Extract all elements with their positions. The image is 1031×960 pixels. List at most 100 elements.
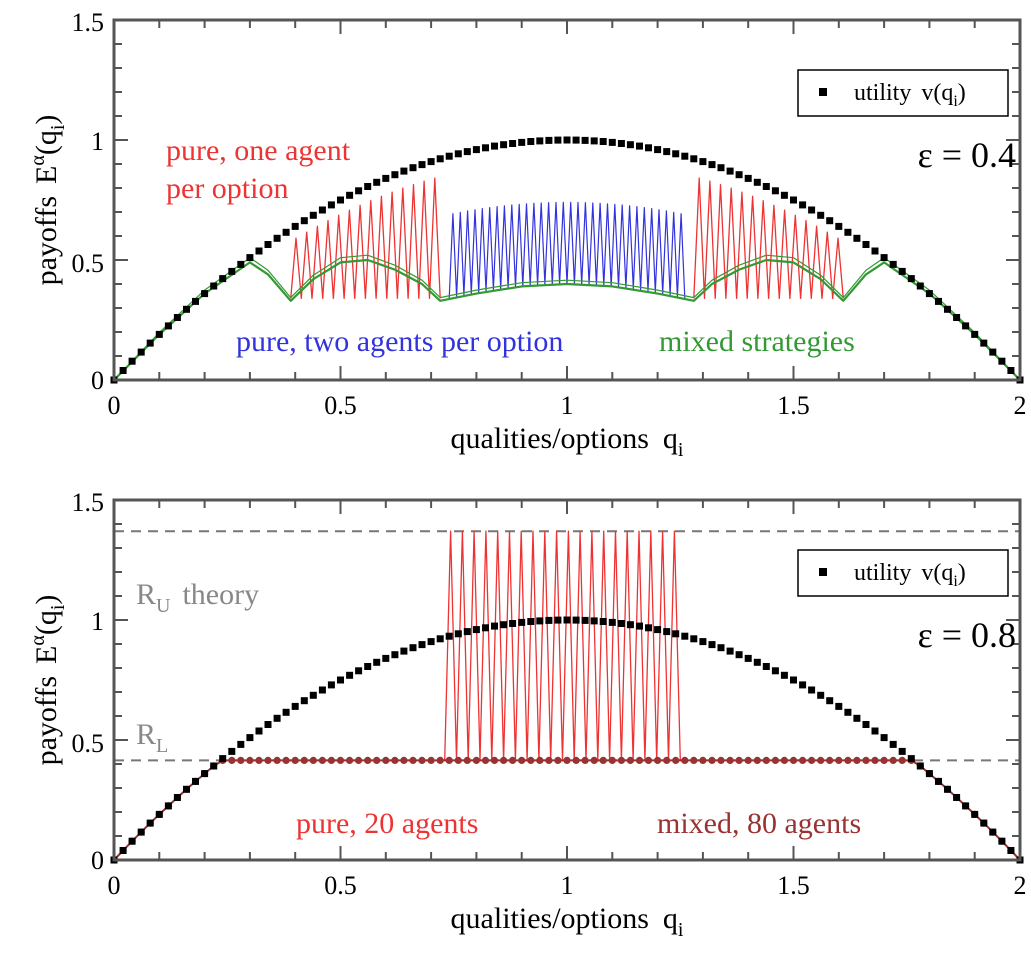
- top-utility-point-81: [844, 228, 852, 236]
- bottom-utility-point-16: [255, 727, 263, 735]
- bottom-utility-point-79: [826, 697, 834, 705]
- top-ytick-2: 1: [91, 127, 104, 156]
- bottom-mixed-point-39: [463, 756, 471, 765]
- bottom-mixed-point-40: [472, 756, 480, 765]
- bottom-utility-point-82: [853, 714, 861, 722]
- bottom-mixed-point-61: [663, 756, 671, 765]
- bottom-mixed-point-41: [481, 756, 490, 765]
- bottom-mixed-point-33: [409, 756, 417, 765]
- bottom-utility-point-56: [617, 620, 625, 627]
- top-utility-point-55: [608, 138, 616, 146]
- bottom-mixed-point-15: [246, 756, 254, 765]
- bottom-mixed-point-45: [518, 756, 526, 765]
- top-utility-point-83: [862, 241, 870, 248]
- bottom-legend-label: utility v(qi): [854, 560, 966, 590]
- bottom-mixed-point-26: [346, 756, 354, 765]
- bottom-utility-point-67: [717, 644, 725, 652]
- top-utility-point-37: [445, 152, 453, 160]
- top-utility-point-20: [291, 222, 299, 230]
- bottom-utility-point-10: [201, 770, 209, 778]
- bottom-mixed-point-23: [318, 756, 326, 765]
- top-utility-point-51: [572, 136, 580, 144]
- bottom-utility-point-64: [690, 635, 698, 643]
- top-utility-point-44: [509, 140, 517, 147]
- bottom-utility-point-4: [146, 819, 154, 827]
- top-utility-point-95: [971, 330, 979, 338]
- top-utility-point-25: [337, 196, 344, 204]
- top-utility-point-15: [246, 254, 254, 262]
- top-utility-point-86: [889, 260, 897, 268]
- top-utility-point-34: [418, 161, 426, 169]
- bottom-utility-point-76: [799, 681, 807, 689]
- top-legend-label: utility v(qi): [854, 80, 966, 110]
- bottom-mixed-point-52: [581, 756, 589, 765]
- bottom-panel: 0 0.5 1 1.5 2 0 0.5 1 1.5 qualities/opti…: [27, 488, 1027, 941]
- bottom-utility-point-48: [545, 616, 553, 624]
- bottom-mixed-point-51: [572, 756, 580, 765]
- bottom-utility-point-51: [572, 616, 580, 624]
- top-utility-point-61: [663, 148, 671, 156]
- bottom-utility-point-12: [219, 755, 227, 763]
- bottom-mixed-point-30: [382, 756, 390, 765]
- bottom-mixed-point-81: [844, 756, 852, 765]
- bottom-mixed-point-54: [599, 756, 607, 765]
- bottom-utility-point-46: [527, 618, 535, 625]
- bottom-mixed-point-87: [898, 756, 906, 765]
- top-utility-point-66: [708, 161, 716, 169]
- top-utility-point-90: [925, 290, 933, 298]
- bottom-utility-point-96: [980, 819, 988, 827]
- bottom-utility-point-33: [409, 644, 417, 652]
- bottom-mixed-point-34: [418, 756, 426, 765]
- bottom-utility-point-9: [192, 777, 199, 785]
- bottom-y-axis-label: payoffsEα(qi): [27, 595, 69, 766]
- bottom-utility-point-49: [554, 616, 562, 624]
- top-xtick-3: 1.5: [777, 391, 810, 420]
- bottom-utility-point-99: [1007, 847, 1015, 854]
- bottom-utility-point-39: [463, 628, 471, 636]
- bottom-ref-label-lower: RL: [136, 718, 168, 757]
- bottom-utility-point-27: [355, 667, 363, 675]
- top-utility-point-9: [192, 297, 199, 305]
- bottom-utility-point-53: [590, 617, 598, 625]
- bottom-xtick-1: 0.5: [324, 871, 357, 900]
- bottom-utility-point-38: [454, 630, 462, 638]
- bottom-utility-point-22: [309, 691, 317, 699]
- bottom-utility-point-42: [491, 622, 498, 630]
- bottom-utility-point-88: [907, 755, 915, 763]
- top-utility-point-99: [1007, 367, 1015, 374]
- bottom-mixed-point-18: [273, 756, 281, 765]
- top-utility-point-54: [599, 138, 607, 145]
- bottom-mixed-point-44: [508, 756, 517, 765]
- bottom-utility-point-73: [771, 667, 779, 675]
- bottom-mixed-point-36: [436, 756, 444, 765]
- top-utility-point-69: [735, 171, 743, 179]
- top-utility-point-96: [980, 339, 988, 347]
- bottom-mixed-point-79: [826, 756, 834, 765]
- top-series-mixed: [113, 258, 1021, 381]
- bottom-mixed-point-59: [644, 756, 653, 765]
- top-ytick-1: 0.5: [72, 249, 105, 278]
- top-utility-point-49: [554, 136, 562, 144]
- bottom-ytick-3: 1.5: [72, 488, 105, 517]
- bottom-utility-point-21: [300, 697, 308, 705]
- top-utility-point-8: [183, 305, 190, 313]
- bottom-mixed-point-42: [490, 756, 499, 765]
- top-utility-point-75: [790, 196, 797, 204]
- bottom-utility-point-63: [681, 632, 689, 640]
- top-utility-point-71: [753, 178, 761, 186]
- top-legend-box: [797, 69, 1009, 117]
- bottom-mixed-point-13: [228, 756, 236, 765]
- top-utility-point-68: [726, 167, 734, 175]
- bottom-mixed-point-14: [237, 756, 245, 765]
- top-utility-point-97: [989, 348, 997, 356]
- bottom-utility-point-37: [445, 632, 453, 640]
- bottom-ticks: [113, 499, 1021, 861]
- top-utility-point-32: [400, 167, 408, 175]
- top-utility-point-5: [155, 330, 163, 338]
- bottom-utility-point-18: [273, 714, 281, 722]
- top-utility-point-35: [427, 158, 435, 166]
- bottom-mixed-point-17: [264, 756, 272, 765]
- top-utility-point-85: [880, 254, 888, 262]
- top-utility-point-27: [355, 187, 363, 195]
- top-utility-point-31: [391, 171, 399, 179]
